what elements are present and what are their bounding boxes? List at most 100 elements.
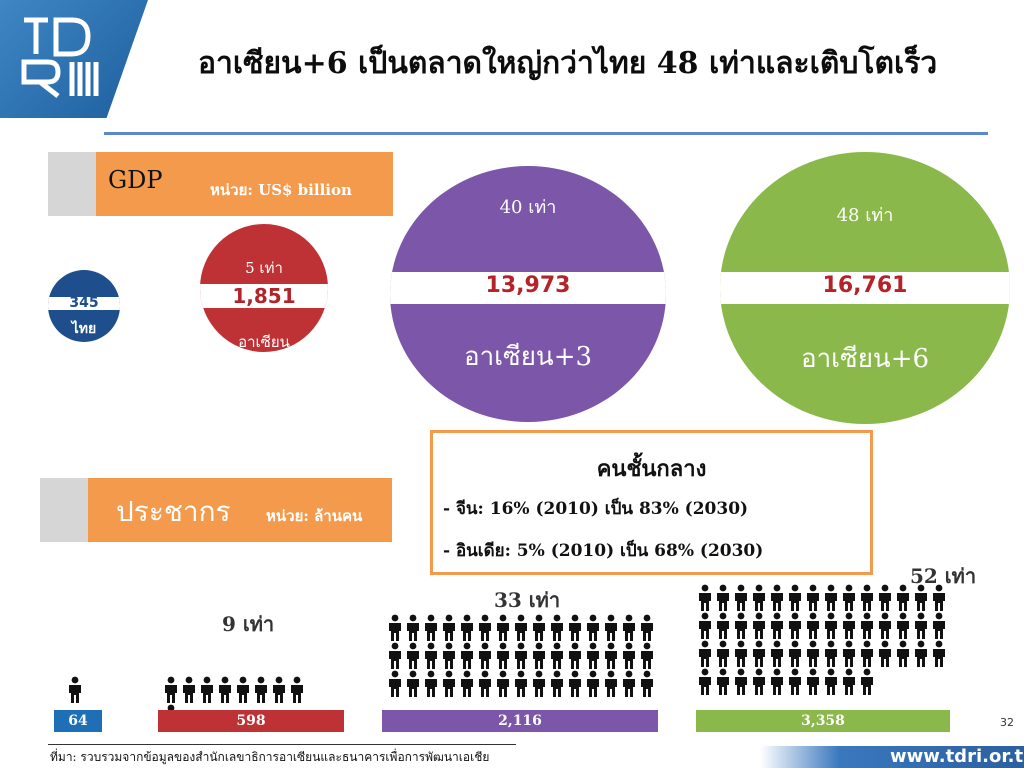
population-value-bar: 3,358 (696, 710, 950, 732)
person-icon (915, 584, 927, 611)
footer-bar (760, 746, 1024, 768)
middle-class-box: คนชั้นกลาง - จีน: 16% (2010) เป็น 83% (2… (430, 430, 873, 575)
middle-class-line: - จีน: 16% (2010) เป็น 83% (2030) (443, 499, 749, 519)
value-band (390, 272, 666, 304)
person-icon (807, 640, 819, 667)
label-orange-bar: ประชากร หน่วย: ล้านคน (88, 478, 392, 542)
gdp-category: อาเซียน+3 (463, 342, 593, 372)
tdri-logo-icon (21, 17, 99, 98)
gdp-label: GDP หน่วย: US$ billion (48, 152, 393, 216)
person-icon (641, 614, 653, 641)
gdp-category: อาเซียน (238, 333, 290, 351)
person-icon (789, 584, 801, 611)
source-divider (48, 744, 516, 745)
title-divider (104, 132, 988, 135)
person-icon (425, 642, 437, 669)
middle-class-title: คนชั้นกลาง (596, 456, 707, 482)
logo-panel (0, 0, 148, 118)
gdp-value: 345 (69, 295, 99, 311)
person-icon (623, 614, 635, 641)
person-icon (569, 642, 581, 669)
person-icon (897, 640, 909, 667)
person-icon (717, 668, 729, 695)
gdp-bubble-thailand: 345 ไทย (48, 270, 120, 342)
population-title: ประชากร (116, 495, 231, 528)
person-icon (861, 612, 873, 639)
person-icon (897, 612, 909, 639)
person-icon (879, 612, 891, 639)
person-icon (771, 612, 783, 639)
population-multiple: 33 เท่า (494, 588, 561, 612)
person-icon (569, 614, 581, 641)
person-icon (825, 584, 837, 611)
person-icon (699, 584, 711, 611)
gdp-value: 1,851 (232, 284, 296, 308)
person-icon (699, 668, 711, 695)
person-icon (389, 642, 401, 669)
population-multiple: 9 เท่า (222, 612, 275, 636)
person-icon (183, 676, 195, 703)
population-pictogram-asean-plus-6 (696, 584, 962, 696)
person-icon (551, 670, 563, 697)
gdp-bubble-asean-plus-3: 40 เท่า 13,973 อาเซียน+3 (390, 166, 666, 422)
person-icon (771, 668, 783, 695)
person-icon (735, 668, 747, 695)
label-gray-tab (40, 478, 90, 542)
person-icon (735, 612, 747, 639)
person-icon (461, 670, 473, 697)
person-icon (255, 676, 267, 703)
person-icon (861, 640, 873, 667)
person-icon (735, 640, 747, 667)
person-icon (479, 670, 491, 697)
person-icon (753, 584, 765, 611)
person-icon (497, 642, 509, 669)
person-icon (407, 642, 419, 669)
person-icon (551, 614, 563, 641)
person-icon (389, 670, 401, 697)
person-icon (479, 614, 491, 641)
gdp-unit: หน่วย: US$ billion (210, 181, 352, 199)
gdp-category: อาเซียน+6 (800, 344, 930, 374)
person-icon (273, 676, 285, 703)
person-icon (587, 614, 599, 641)
gdp-bubble-asean-plus-6: 48 เท่า 16,761 อาเซียน+6 (720, 152, 1010, 424)
person-icon (735, 584, 747, 611)
person-icon (605, 614, 617, 641)
gdp-value: 13,973 (485, 273, 571, 298)
slide-number: 32 (1000, 716, 1014, 729)
person-icon (699, 640, 711, 667)
value-band (200, 284, 328, 308)
population-unit: หน่วย: ล้านคน (266, 507, 363, 525)
person-icon (789, 612, 801, 639)
person-icon (807, 612, 819, 639)
person-icon (533, 642, 545, 669)
person-icon (623, 670, 635, 697)
person-icon (915, 612, 927, 639)
person-icon (605, 670, 617, 697)
source-note: ที่มา: รวบรวมจากข้อมูลของสำนักเลขาธิการอ… (50, 750, 490, 764)
person-icon (843, 584, 855, 611)
value-band (48, 297, 120, 310)
person-icon (641, 670, 653, 697)
person-icon (479, 642, 491, 669)
person-icon (443, 670, 455, 697)
person-icon (861, 668, 873, 695)
person-icon (165, 676, 177, 703)
person-icon (753, 640, 765, 667)
gdp-multiple: 48 เท่า (836, 205, 894, 226)
middle-class-line: - อินเดีย: 5% (2010) เป็น 68% (2030) (443, 541, 764, 561)
footer-url[interactable]: www.tdri.or.th (890, 746, 1024, 767)
person-icon (789, 640, 801, 667)
population-value-bar: 64 (54, 710, 102, 732)
person-icon (699, 612, 711, 639)
person-icon (389, 614, 401, 641)
person-icon (219, 676, 231, 703)
population-pictogram-thailand (66, 676, 90, 704)
person-icon (717, 584, 729, 611)
person-icon (753, 668, 765, 695)
person-icon (69, 676, 81, 703)
population-value-bar: 598 (158, 710, 344, 732)
person-icon (879, 640, 891, 667)
label-gray-tab (48, 152, 98, 216)
person-icon (933, 612, 945, 639)
